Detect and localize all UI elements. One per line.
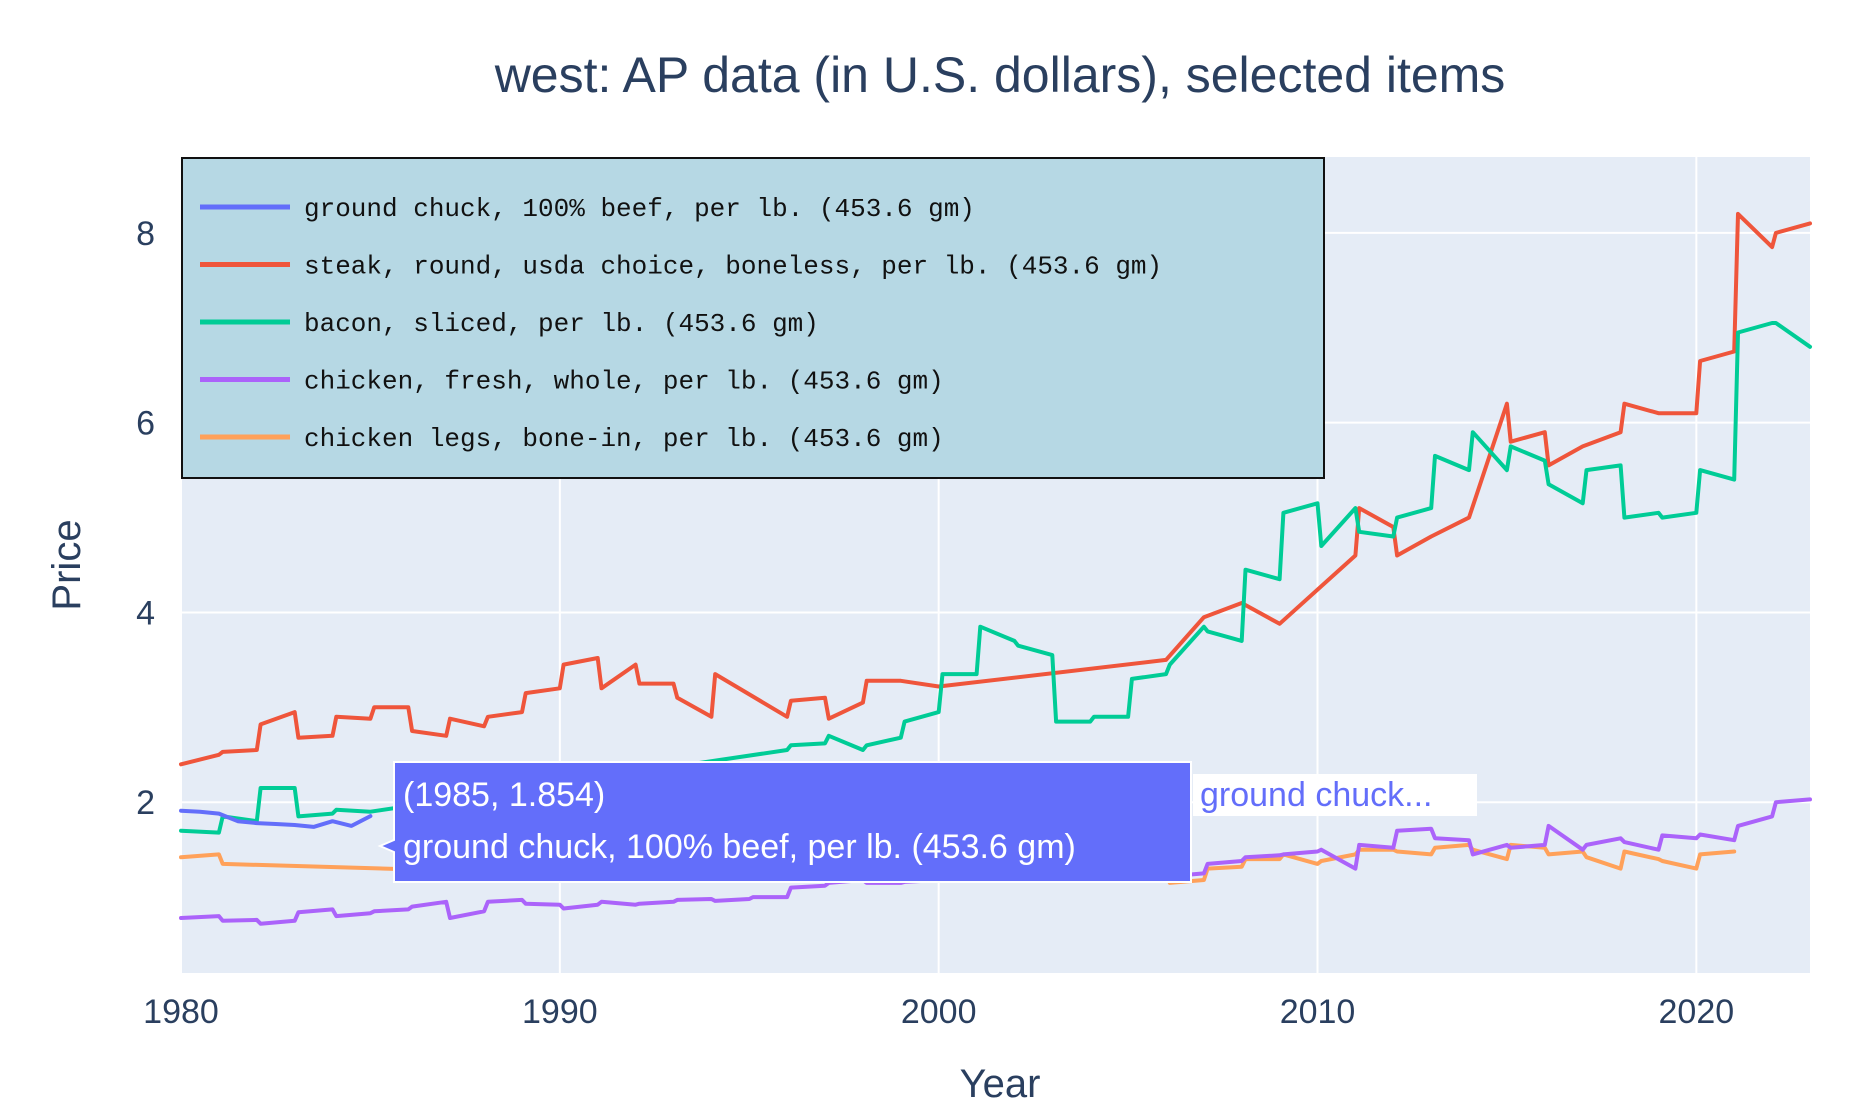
legend-label[interactable]: steak, round, usda choice, boneless, per…	[304, 252, 1162, 282]
hover-tooltip-box	[377, 761, 1192, 883]
y-tick-label: 8	[136, 215, 155, 253]
y-tick-label: 2	[136, 784, 155, 822]
series-line-0[interactable]	[179, 808, 373, 829]
x-axis-title: Year	[960, 1062, 1041, 1106]
hover-side-label-bg	[1193, 774, 1477, 816]
legend[interactable]: ground chuck, 100% beef, per lb. (453.6 …	[181, 157, 1325, 479]
legend-items: ground chuck, 100% beef, per lb. (453.6 …	[200, 194, 1162, 454]
legend-label[interactable]: chicken, fresh, whole, per lb. (453.6 gm…	[304, 367, 944, 397]
x-tick-label: 2010	[1280, 993, 1356, 1031]
legend-label[interactable]: chicken legs, bone-in, per lb. (453.6 gm…	[304, 424, 944, 454]
hover-point-text: (1985, 1.854)	[403, 776, 605, 814]
series-line-4[interactable]	[179, 842, 1737, 885]
hover-side-label: ground chuck...	[1200, 776, 1432, 814]
legend-label[interactable]: ground chuck, 100% beef, per lb. (453.6 …	[304, 194, 975, 224]
hover-tooltip: (1985, 1.854) ground chuck, 100% beef, p…	[377, 761, 1477, 883]
x-tick-label: 1990	[522, 993, 598, 1031]
x-tick-label: 1980	[143, 993, 219, 1031]
y-tick-label: 6	[136, 405, 155, 443]
legend-box	[181, 157, 1325, 479]
series-line-1[interactable]	[179, 211, 1812, 767]
x-tick-label: 2000	[901, 993, 977, 1031]
y-axis-title: Price	[45, 519, 89, 610]
y-tick-label: 4	[136, 594, 155, 632]
tick-labels: 2 4 6 8 1980 1990 2000 2010 2020	[136, 215, 1734, 1031]
legend-label[interactable]: bacon, sliced, per lb. (453.6 gm)	[304, 309, 819, 339]
chart-title: west: AP data (in U.S. dollars), selecte…	[494, 47, 1506, 103]
x-tick-label: 2020	[1659, 993, 1735, 1031]
hover-series-text: ground chuck, 100% beef, per lb. (453.6 …	[403, 828, 1076, 866]
series-line-2[interactable]	[179, 321, 1812, 835]
